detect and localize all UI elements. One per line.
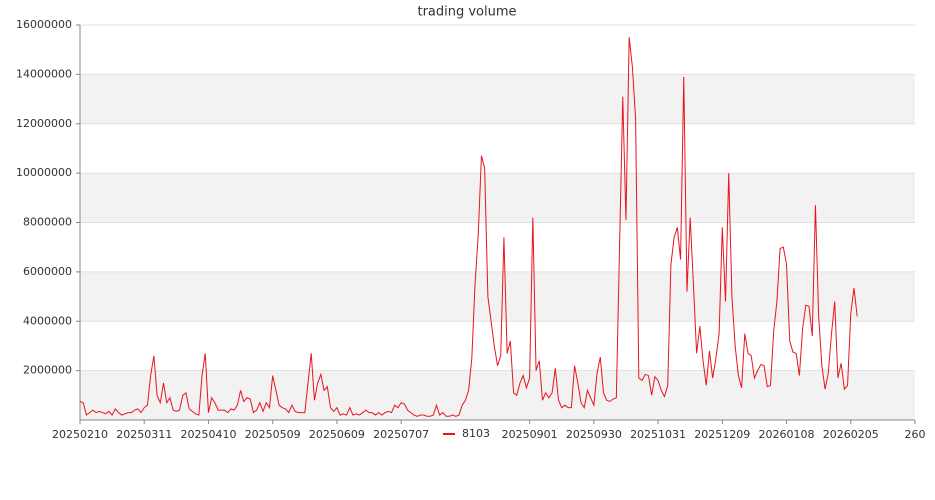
x-tick-label: 20251209 xyxy=(694,428,750,441)
x-tick-label: 20250609 xyxy=(309,428,365,441)
chart-title: trading volume xyxy=(417,5,516,20)
x-tick-label: 20250410 xyxy=(180,428,236,441)
y-tick-label: 6000000 xyxy=(23,265,72,278)
y-tick-label: 10000000 xyxy=(16,166,72,179)
x-tick-label: 20250901 xyxy=(502,428,558,441)
line-series xyxy=(79,37,858,417)
grid-band xyxy=(80,370,915,420)
y-tick-label: 8000000 xyxy=(23,216,72,229)
y-tick-label: 12000000 xyxy=(16,117,72,130)
x-tick-label: 20251031 xyxy=(630,428,686,441)
y-tick-label: 16000000 xyxy=(16,18,72,31)
grid-band xyxy=(80,271,915,322)
x-tick-label: 20260108 xyxy=(759,428,815,441)
grid-band xyxy=(80,173,915,223)
x-tick-label: 260 xyxy=(905,428,926,441)
y-tick-label: 14000000 xyxy=(16,67,72,80)
x-tick-label: 20250509 xyxy=(245,428,301,441)
x-tick-label: 20250707 xyxy=(373,428,429,441)
y-tick-label: 2000000 xyxy=(23,364,72,377)
x-tick-label: 20250930 xyxy=(566,428,622,441)
y-tick-label: 4000000 xyxy=(23,314,72,327)
legend-label: 8103 xyxy=(462,427,490,440)
grid-band xyxy=(80,74,915,124)
x-tick-label: 20250311 xyxy=(116,428,172,441)
legend-background xyxy=(439,426,499,442)
x-tick-label: 20250210 xyxy=(52,428,108,441)
x-tick-label: 20260205 xyxy=(823,428,879,441)
